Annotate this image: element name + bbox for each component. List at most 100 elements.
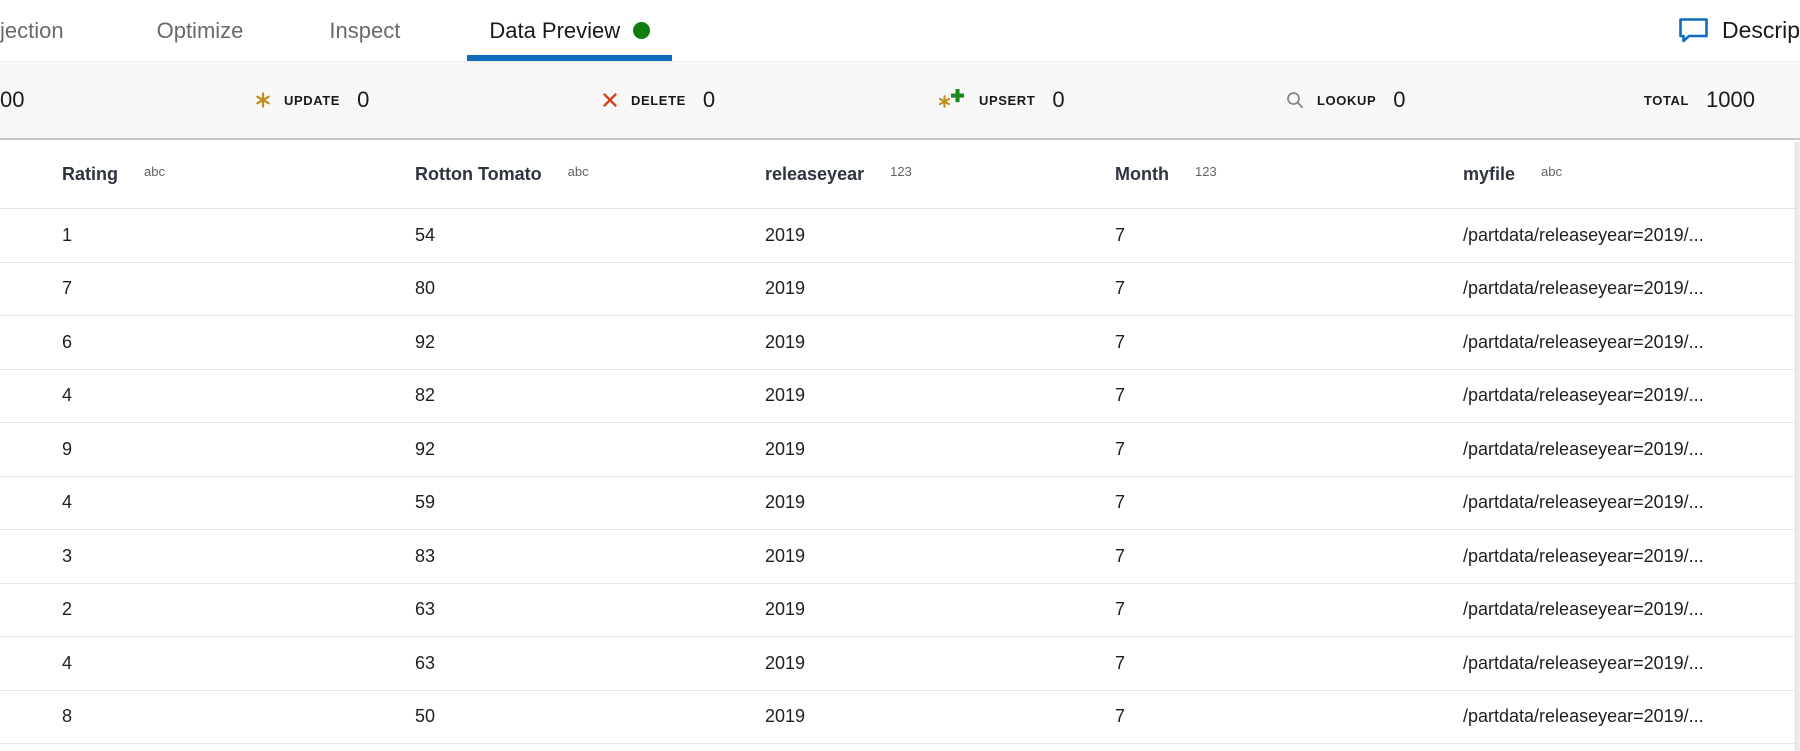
vertical-scrollbar[interactable] [1795,142,1800,751]
table-row: 4 59 2019 7 /partdata/releaseyear=2019/.… [0,477,1800,530]
cell-rotton-tomato: 63 [415,652,436,673]
stat-label: UPSERT [979,92,1036,108]
tab-label: Data Preview [489,17,621,43]
column-name: myfile [1463,163,1516,184]
cell-releaseyear: 2019 [765,545,806,566]
cell-rotton-tomato: 83 [415,545,436,566]
column-type-badge: abc [144,163,165,179]
stat-value: 0 [702,87,716,112]
column-type-badge: abc [1541,163,1562,179]
active-tab-underline [467,55,673,61]
cell-myfile: /partdata/releaseyear=2019/... [1463,652,1704,673]
cell-rating: 4 [62,385,73,406]
tab-label: Inspect [329,17,401,43]
stat-value: 00 [0,87,25,112]
lookup-magnifier-icon [1286,91,1304,109]
column-name: Rating [62,163,118,184]
cell-month: 7 [1115,599,1126,620]
column-header-myfile[interactable]: myfile abc [1463,164,1800,185]
stat-label: TOTAL [1643,92,1690,108]
cell-month: 7 [1115,278,1126,299]
cell-myfile: /partdata/releaseyear=2019/... [1463,438,1704,459]
cell-releaseyear: 2019 [765,599,806,620]
stat-value: 0 [357,87,370,112]
cell-releaseyear: 2019 [765,385,806,406]
cell-rotton-tomato: 92 [415,438,436,459]
cell-month: 7 [1115,706,1126,727]
cell-month: 7 [1115,492,1126,513]
table-row: 6 92 2019 7 /partdata/releaseyear=2019/.… [0,316,1800,370]
stat-delete[interactable]: DELETE 0 [602,62,715,138]
cell-myfile: /partdata/releaseyear=2019/... [1463,385,1704,406]
cell-rotton-tomato: 50 [415,706,436,727]
tab-label: jection [0,17,64,43]
cell-rating: 7 [62,278,73,299]
cell-releaseyear: 2019 [765,652,806,673]
cell-myfile: /partdata/releaseyear=2019/... [1463,599,1704,620]
column-type-badge: 123 [1194,163,1217,179]
stat-value: 0 [1393,87,1406,112]
stat-value: 1000 [1706,87,1755,112]
column-header-releaseyear[interactable]: releaseyear 123 [765,164,1115,185]
cell-releaseyear: 2019 [765,278,806,299]
cell-myfile: /partdata/releaseyear=2019/... [1463,224,1704,245]
cell-month: 7 [1115,331,1126,352]
description-label: Descrip [1722,17,1800,43]
upsert-asterisk-plus-icon [938,86,966,114]
cell-rotton-tomato: 59 [415,492,436,513]
cell-month: 7 [1115,545,1126,566]
table-row: 7 80 2019 7 /partdata/releaseyear=2019/.… [0,263,1800,316]
stat-update[interactable]: UPDATE 0 [255,62,369,138]
cell-myfile: /partdata/releaseyear=2019/... [1463,278,1704,299]
table-row: 1 54 2019 7 /partdata/releaseyear=2019/.… [0,209,1800,263]
column-name: releaseyear [765,163,865,184]
table-body: 1 54 2019 7 /partdata/releaseyear=2019/.… [0,209,1800,744]
cell-rotton-tomato: 54 [415,224,436,245]
column-header-rating[interactable]: Rating abc [0,164,415,185]
update-asterisk-icon [255,92,271,108]
cell-month: 7 [1115,438,1126,459]
tab-bar: jection Optimize Inspect Data Preview De… [0,0,1800,62]
cell-rating: 3 [62,545,73,566]
cell-releaseyear: 2019 [765,492,806,513]
cell-rotton-tomato: 92 [415,331,436,352]
cell-month: 7 [1115,385,1126,406]
table-row: 4 82 2019 7 /partdata/releaseyear=2019/.… [0,370,1800,423]
data-ready-status-dot [633,22,651,39]
column-header-month[interactable]: Month 123 [1115,164,1463,185]
column-name: Month [1115,163,1169,184]
tab-optimize[interactable]: Optimize [157,0,244,61]
tab-data-preview[interactable]: Data Preview [467,0,673,61]
column-type-badge: abc [567,163,589,179]
stats-bar: 00 UPDATE 0 DELETE 0 [0,62,1800,140]
cell-releaseyear: 2019 [765,706,806,727]
cell-releaseyear: 2019 [765,331,806,352]
cell-rating: 1 [62,224,73,245]
column-header-rotton-tomato[interactable]: Rotton Tomato abc [415,164,765,185]
cell-month: 7 [1115,652,1126,673]
description-button[interactable]: Descrip [1678,0,1800,61]
stat-label: DELETE [631,92,686,108]
table-row: 2 63 2019 7 /partdata/releaseyear=2019/.… [0,584,1800,637]
table-row: 8 50 2019 7 /partdata/releaseyear=2019/.… [0,691,1800,744]
stat-lookup[interactable]: LOOKUP 0 [1286,62,1405,138]
delete-x-icon [602,92,618,108]
stat-upsert[interactable]: UPSERT 0 [938,62,1065,138]
stat-value: 0 [1052,87,1065,112]
tab-label: Optimize [156,17,244,43]
cell-myfile: /partdata/releaseyear=2019/... [1463,331,1704,352]
cell-myfile: /partdata/releaseyear=2019/... [1463,706,1704,727]
stat-total[interactable]: TOTAL 1000 [1644,62,1755,138]
column-name: Rotton Tomato [415,163,542,184]
cell-rating: 4 [62,492,73,513]
stat-insert-truncated[interactable]: 00 [0,62,24,138]
cell-rating: 9 [62,438,73,459]
data-preview-table: Rating abc Rotton Tomato abc releaseyear… [0,140,1800,744]
table-row: 4 63 2019 7 /partdata/releaseyear=2019/.… [0,637,1800,691]
tab-projection-truncated[interactable]: jection [0,0,64,61]
cell-rating: 2 [62,599,73,620]
cell-releaseyear: 2019 [765,224,806,245]
cell-rating: 8 [62,706,73,727]
table-row: 3 83 2019 7 /partdata/releaseyear=2019/.… [0,530,1800,584]
tab-inspect[interactable]: Inspect [329,0,400,61]
